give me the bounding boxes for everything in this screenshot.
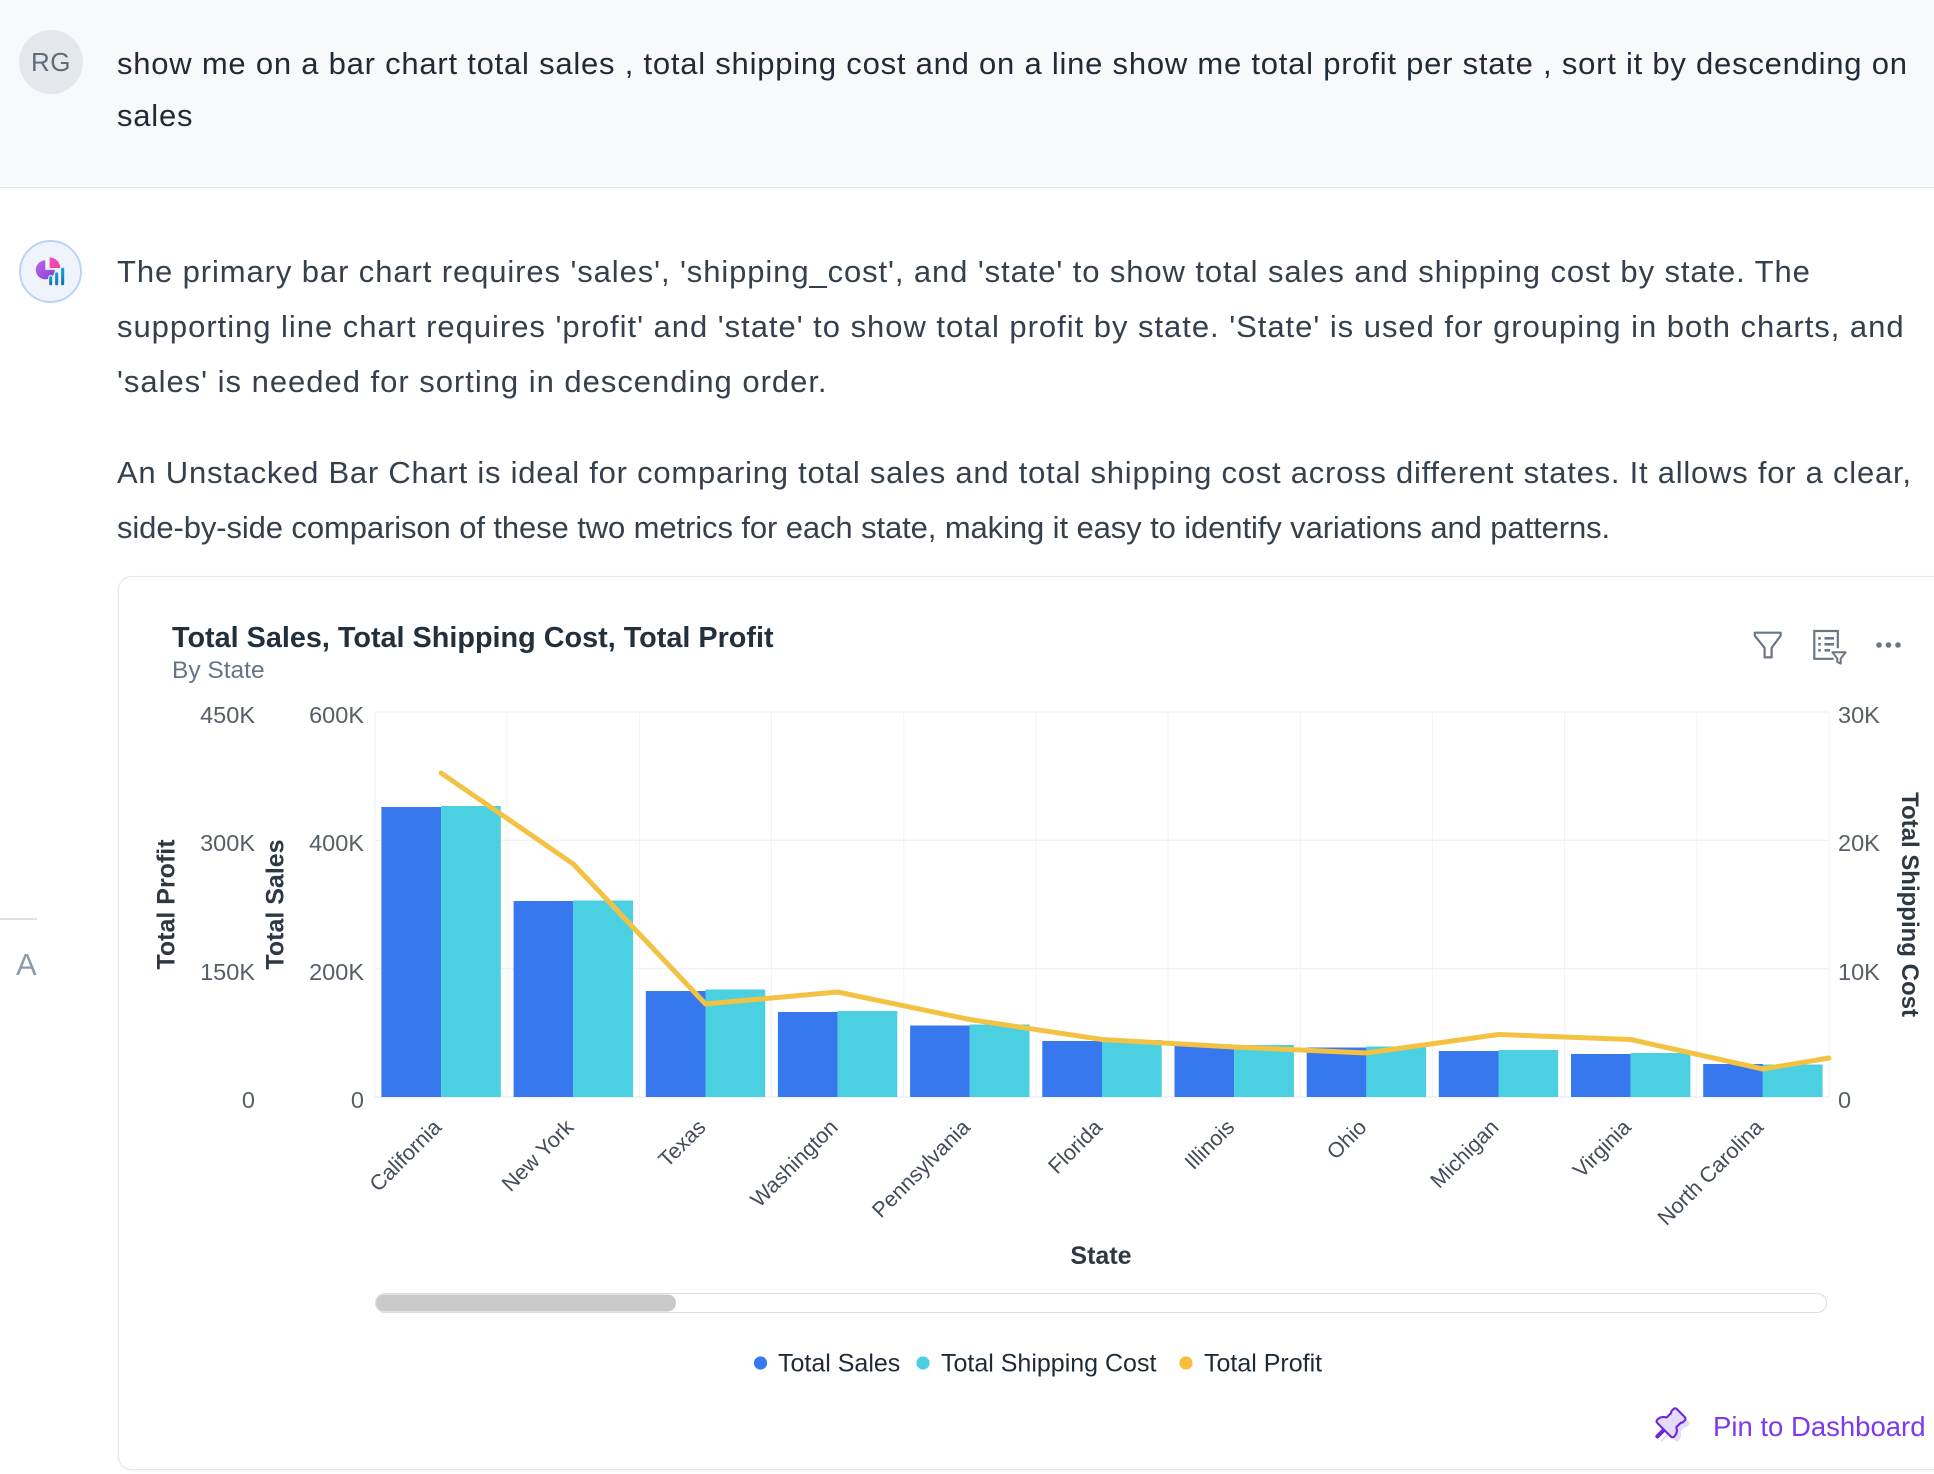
svg-text:0: 0 <box>242 1087 255 1113</box>
svg-text:State: State <box>1070 1242 1131 1270</box>
svg-text:Texas: Texas <box>654 1115 711 1172</box>
svg-text:North Carolina: North Carolina <box>1653 1115 1768 1230</box>
svg-text:Pin to Dashboard: Pin to Dashboard <box>1713 1411 1926 1442</box>
svg-text:Total Shipping Cost: Total Shipping Cost <box>1896 792 1923 1017</box>
svg-text:300K: 300K <box>200 830 255 856</box>
svg-text:0: 0 <box>351 1087 364 1113</box>
svg-text:200K: 200K <box>309 959 364 985</box>
svg-text:400K: 400K <box>309 830 364 856</box>
svg-text:Ohio: Ohio <box>1322 1115 1371 1164</box>
svg-text:600K: 600K <box>309 702 364 728</box>
svg-text:California: California <box>365 1115 446 1196</box>
svg-text:150K: 150K <box>200 959 255 985</box>
svg-text:30K: 30K <box>1838 702 1880 728</box>
svg-text:450K: 450K <box>200 702 255 728</box>
svg-text:20K: 20K <box>1838 830 1880 856</box>
svg-text:Washington: Washington <box>746 1115 843 1212</box>
svg-text:Total Sales: Total Sales <box>262 839 290 969</box>
svg-text:Total Profit: Total Profit <box>153 839 181 970</box>
svg-text:Illinois: Illinois <box>1180 1115 1239 1174</box>
svg-text:Florida: Florida <box>1044 1115 1107 1178</box>
svg-text:Virginia: Virginia <box>1568 1115 1635 1182</box>
svg-text:Total Shipping Cost: Total Shipping Cost <box>941 1350 1156 1378</box>
svg-text:Pennsylvania: Pennsylvania <box>867 1115 974 1222</box>
svg-text:Total Profit: Total Profit <box>1204 1350 1322 1378</box>
svg-text:10K: 10K <box>1838 959 1880 985</box>
svg-text:0: 0 <box>1838 1087 1851 1113</box>
svg-text:New York: New York <box>497 1115 578 1196</box>
svg-text:Michigan: Michigan <box>1426 1115 1504 1193</box>
svg-text:Total Sales: Total Sales <box>778 1350 900 1378</box>
